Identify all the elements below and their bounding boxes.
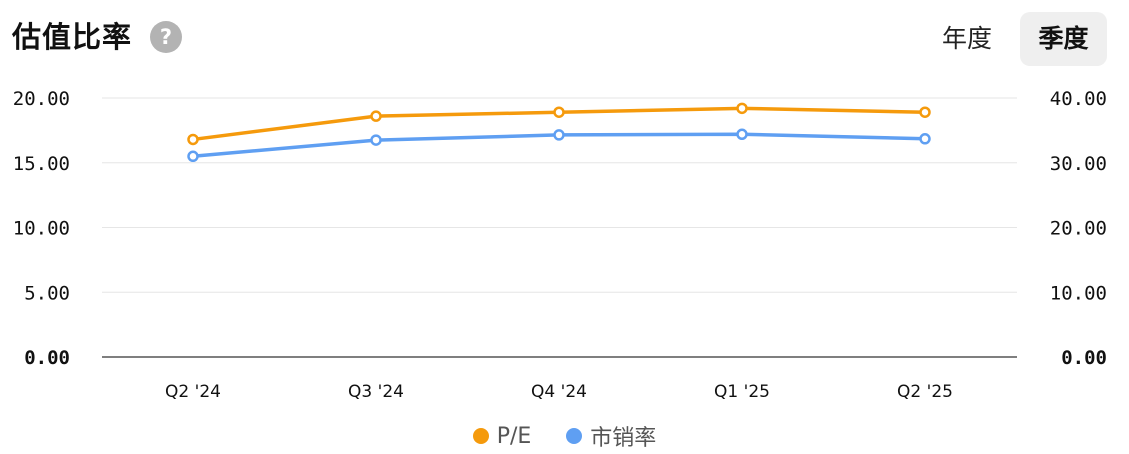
data-point-ps xyxy=(736,128,748,141)
y-right-tick-label: 10.00 xyxy=(1050,282,1107,304)
x-tick-label: Q4 '24 xyxy=(531,382,587,402)
legend: P/E 市销率 xyxy=(0,420,1129,452)
tab-quarterly[interactable]: 季度 xyxy=(1020,12,1107,66)
legend-item-ps[interactable]: 市销率 xyxy=(566,420,656,452)
data-point-pe xyxy=(553,106,565,118)
data-point-pe xyxy=(736,102,748,115)
y-left-tick-label: 10.00 xyxy=(13,218,70,240)
legend-dot-pe xyxy=(472,428,489,444)
data-point-pe xyxy=(919,106,931,118)
data-point-ps xyxy=(370,134,382,146)
x-tick-label: Q2 '24 xyxy=(165,382,221,402)
valuation-chart: 0.00 0.00 5.00 10.00 10.00 20.00 15.00 30.00 20.… xyxy=(13,88,1107,402)
data-point-pe xyxy=(370,110,382,122)
y-right-tick-label: 0.00 xyxy=(1061,347,1107,369)
help-icon[interactable]: ? xyxy=(150,21,182,53)
y-right-tick-label: 20.00 xyxy=(1050,218,1107,240)
y-left-tick-label: 5.00 xyxy=(24,282,70,304)
x-tick-label: Q3 '24 xyxy=(348,382,404,402)
x-tick-label: Q1 '25 xyxy=(714,382,770,402)
x-tick-label: Q2 '25 xyxy=(897,382,953,402)
y-left-tick-label: 20.00 xyxy=(13,88,70,110)
y-left-tick-label: 15.00 xyxy=(13,153,70,175)
legend-label-ps: 市销率 xyxy=(590,426,657,451)
legend-label-pe: P/E xyxy=(496,423,532,449)
data-point-ps xyxy=(919,133,931,145)
legend-dot-ps xyxy=(566,428,583,444)
y-right-tick-label: 30.00 xyxy=(1050,153,1107,175)
data-point-pe xyxy=(187,133,199,146)
legend-item-pe[interactable]: P/E xyxy=(472,423,532,449)
data-point-ps xyxy=(187,150,199,163)
y-right-tick-label: 40.00 xyxy=(1050,88,1107,110)
page-title: 估值比率 xyxy=(12,20,133,54)
data-point-ps xyxy=(553,129,565,141)
tab-annual[interactable]: 年度 xyxy=(941,24,992,53)
y-left-tick-label: 0.00 xyxy=(24,347,70,369)
